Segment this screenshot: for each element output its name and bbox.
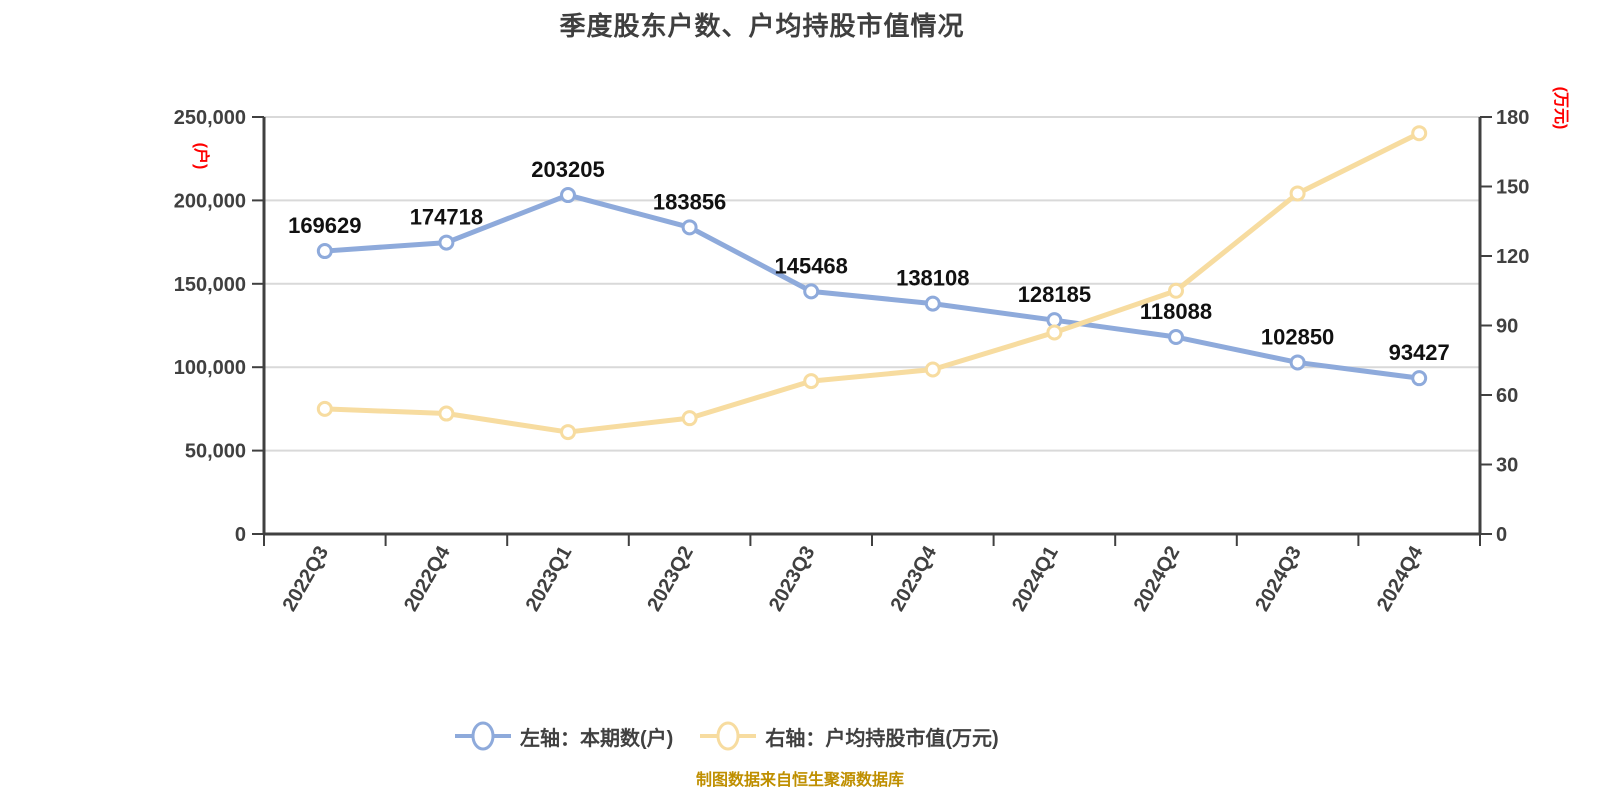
left-axis-tick-label: 50,000	[185, 441, 246, 463]
left-axis-tick-label: 100,000	[174, 357, 246, 379]
data-label: 174718	[410, 205, 483, 230]
series-point	[438, 405, 455, 422]
left-axis-tick-label: 0	[235, 524, 246, 546]
data-label: 93427	[1389, 340, 1450, 365]
series-point	[1046, 324, 1063, 341]
left-axis-unit-label: (户)	[192, 143, 211, 170]
legend-marker-yellow-icon	[700, 721, 757, 751]
series-point	[1289, 354, 1306, 371]
series-point	[1411, 125, 1428, 142]
series-point	[1411, 370, 1428, 387]
x-axis-category-label: 2024Q2	[1130, 543, 1185, 616]
right-axis-tick-label: 180	[1496, 107, 1529, 129]
right-axis-tick-label: 30	[1496, 455, 1518, 477]
right-axis-unit-label: (万元)	[1552, 87, 1569, 130]
legend-label-right-axis: 右轴：户均持股市值(万元)	[765, 727, 999, 750]
right-axis-tick-label: 0	[1496, 524, 1507, 546]
x-axis-category-label: 2024Q4	[1373, 542, 1428, 615]
data-label: 145468	[774, 253, 847, 278]
x-axis-category-label: 2023Q2	[643, 543, 698, 616]
legend: 左轴：本期数(户) 右轴：户均持股市值(万元)	[454, 719, 999, 753]
series-point	[803, 283, 820, 300]
legend-item-shareholder-count[interactable]: 左轴：本期数(户)	[454, 719, 673, 753]
series-point	[1289, 185, 1306, 202]
right-axis-tick-label: 120	[1496, 246, 1529, 268]
right-axis-tick-label: 60	[1496, 385, 1518, 407]
legend-item-avg-holding-value[interactable]: 右轴：户均持股市值(万元)	[699, 719, 999, 753]
data-label: 138108	[896, 266, 969, 291]
series-line-0	[322, 192, 1422, 381]
left-axis-tick-label: 200,000	[174, 190, 246, 212]
series-point	[681, 410, 698, 427]
data-label: 183856	[653, 189, 726, 214]
left-axis-tick-label: 250,000	[174, 107, 246, 129]
series-point	[1168, 329, 1184, 346]
series-point	[316, 243, 333, 260]
series-line-1	[322, 130, 1422, 435]
data-label: 203205	[531, 157, 604, 182]
x-axis-category-label: 2024Q1	[1008, 543, 1063, 616]
data-source-note: 制图数据来自恒生聚源数据库	[695, 772, 905, 789]
series-point	[438, 234, 455, 251]
left-axis-tick-label: 150,000	[174, 274, 246, 296]
series-point	[560, 187, 576, 204]
series-point	[560, 424, 576, 441]
right-axis-tick-label: 90	[1496, 316, 1518, 338]
chart-title: 季度股东户数、户均持股市值情况	[559, 11, 965, 41]
series-point	[924, 295, 941, 312]
series-point	[316, 400, 333, 417]
legend-label-left-axis: 左轴：本期数(户)	[520, 727, 674, 750]
x-axis-category-label: 2023Q4	[886, 542, 941, 615]
right-axis-tick-label: 150	[1496, 177, 1529, 199]
series-point	[803, 373, 820, 390]
data-label: 102850	[1261, 324, 1334, 349]
legend-marker-blue-icon	[455, 721, 511, 751]
series-point	[1168, 282, 1184, 299]
x-axis-category-label: 2023Q1	[522, 543, 577, 616]
x-axis-category-label: 2022Q4	[400, 542, 455, 615]
x-axis-category-label: 2023Q3	[765, 543, 820, 616]
data-label: 128185	[1018, 282, 1091, 307]
series-point	[681, 219, 698, 236]
x-axis-category-label: 2022Q3	[278, 543, 333, 616]
x-axis-category-label: 2024Q3	[1251, 543, 1306, 616]
data-label: 118088	[1140, 299, 1212, 324]
data-label: 169629	[288, 213, 361, 238]
series-point	[924, 361, 941, 378]
